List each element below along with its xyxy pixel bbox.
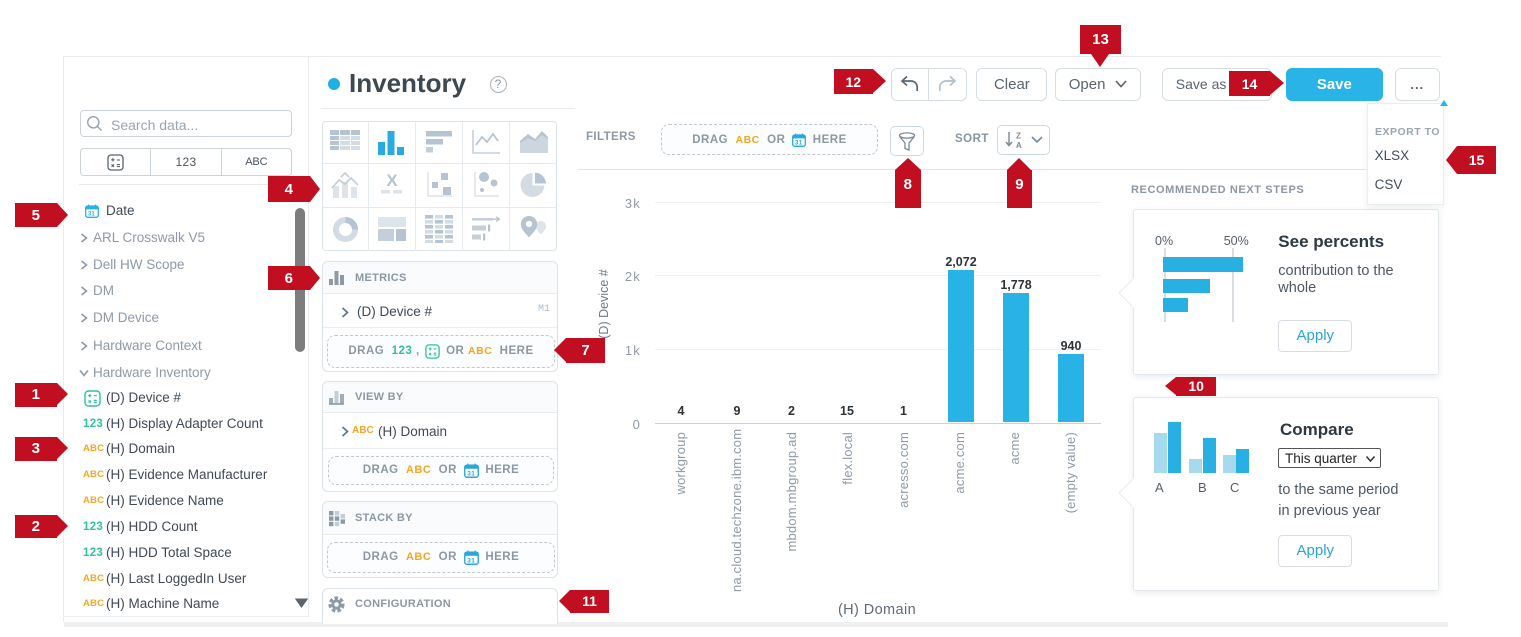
svg-text:31: 31 bbox=[467, 470, 475, 477]
svg-text:31: 31 bbox=[795, 140, 803, 146]
svg-text:31: 31 bbox=[88, 211, 95, 217]
svg-text:Z: Z bbox=[1016, 132, 1021, 141]
svg-text:A: A bbox=[1016, 141, 1022, 150]
svg-text:31: 31 bbox=[467, 557, 475, 564]
svg-text:X: X bbox=[386, 172, 398, 190]
